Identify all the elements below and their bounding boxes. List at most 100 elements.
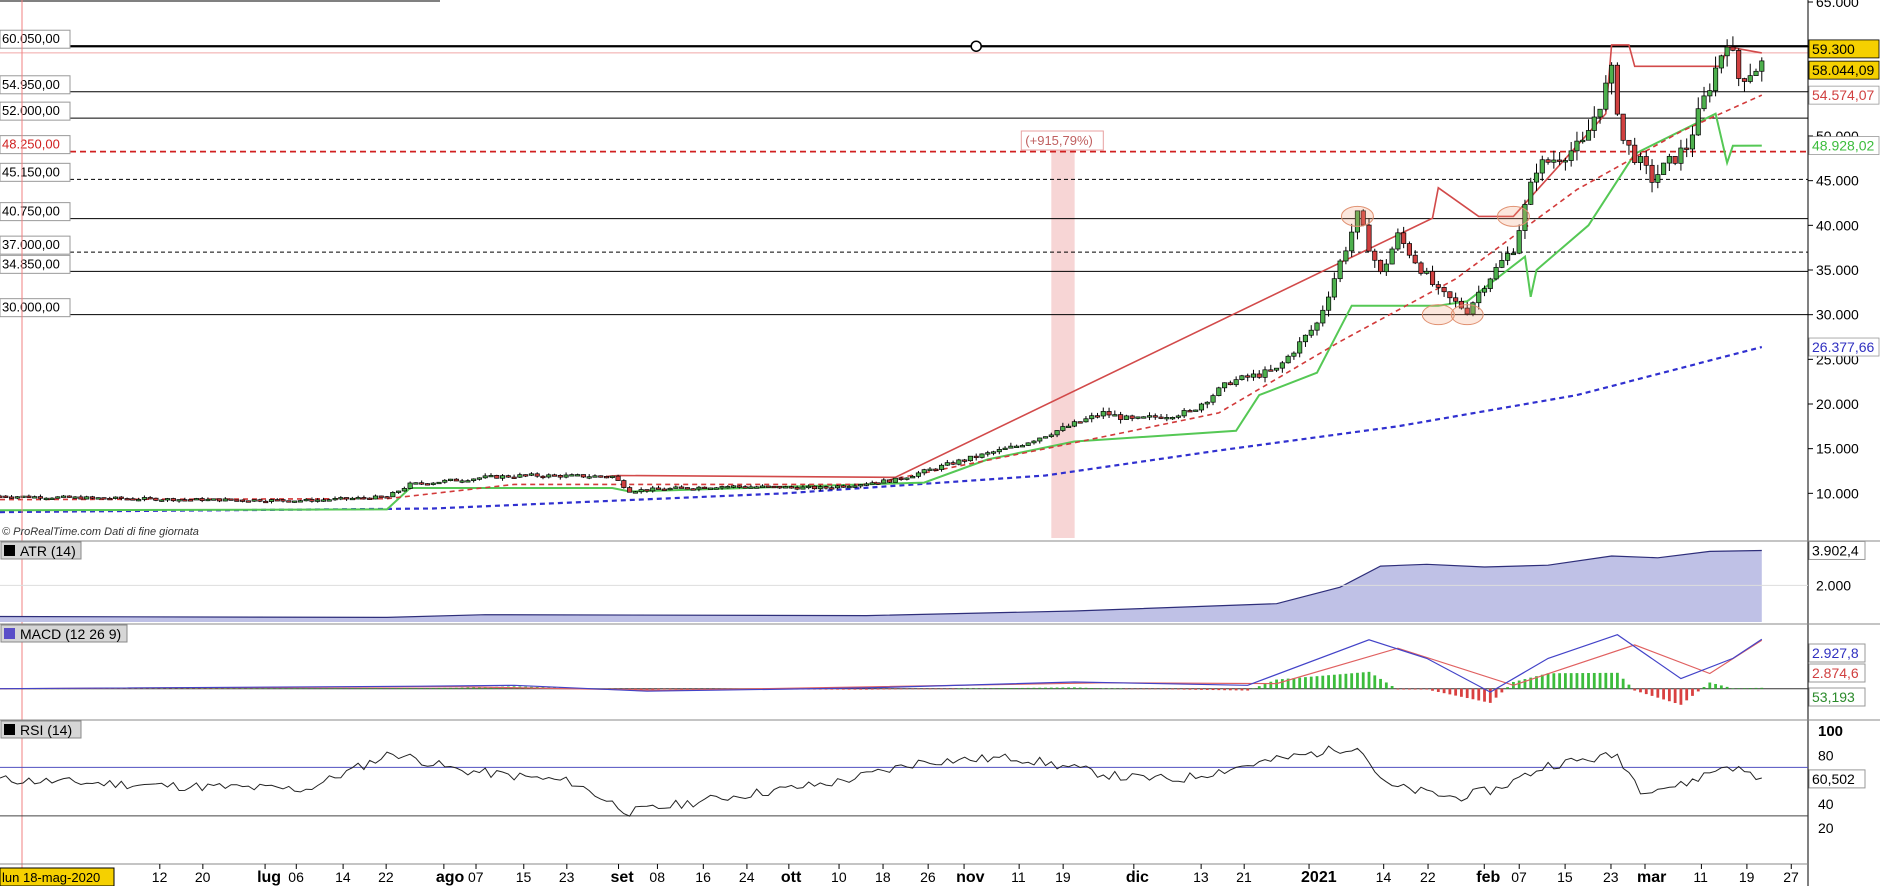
candle-body: [904, 477, 910, 480]
candle-body: [765, 485, 771, 488]
candle-body: [320, 499, 327, 502]
candle-body: [1429, 270, 1436, 285]
macd-histogram-bar: [1477, 688, 1481, 701]
macd-histogram-bar: [1350, 673, 1354, 689]
macd-histogram-bar: [1500, 688, 1504, 693]
candle-body: [777, 485, 783, 489]
price-level-label: 37.000,00: [2, 237, 60, 252]
macd-histogram-bar: [1124, 688, 1128, 690]
macd-histogram-bar: [1194, 688, 1198, 690]
atr-line: [0, 549, 1762, 619]
candle-body: [494, 474, 500, 479]
date-axis-label: 21: [1236, 869, 1252, 885]
macd-histogram-bar: [304, 688, 308, 689]
price-level-tag: 30.000,00: [0, 298, 71, 318]
macd-histogram-bar: [1338, 674, 1342, 689]
macd-histogram-bar: [703, 688, 707, 690]
date-axis-label: 16: [695, 869, 711, 885]
macd-histogram-bar: [374, 688, 377, 689]
candle-body: [973, 455, 979, 459]
price-level-tag: 37.000,00: [0, 235, 71, 255]
macd-histogram-bar: [1246, 688, 1250, 691]
price-level-tag-box: [0, 298, 71, 318]
macd-histogram-bar: [1101, 688, 1105, 689]
macd-histogram-bar: [1442, 688, 1446, 694]
price-level-label: 34.850,00: [2, 256, 60, 271]
candle-body: [1545, 159, 1551, 163]
candle-body: [1441, 287, 1447, 293]
macd-histogram-bar: [1038, 687, 1042, 689]
macd-histogram-bar: [454, 687, 458, 689]
candle-body: [1314, 322, 1320, 331]
date-axis-label: 26: [920, 869, 936, 885]
macd-histogram-bar: [362, 688, 366, 689]
macd-histogram-bar: [206, 688, 210, 689]
macd-histogram-bar: [478, 687, 481, 689]
candle-body: [950, 462, 956, 465]
macd-histogram-bar: [1656, 688, 1660, 698]
candle-body: [1308, 329, 1314, 336]
candle-body: [540, 475, 546, 479]
candle-body: [1337, 260, 1343, 280]
candle-body: [1158, 416, 1164, 419]
candle-body: [1487, 278, 1493, 289]
candle-body: [655, 487, 662, 490]
macd-histogram-bar: [1384, 682, 1388, 689]
candle-body: [147, 497, 153, 500]
macd-histogram-bar: [1419, 688, 1423, 690]
rsi-axis-label: 100: [1818, 723, 1843, 740]
candle-body: [1620, 113, 1626, 141]
candle-body: [679, 486, 685, 489]
date-axis-label: 22: [378, 869, 394, 885]
macd-histogram-bar: [870, 688, 874, 690]
macd-histogram-bar: [622, 688, 626, 690]
macd-histogram-bar: [327, 688, 331, 689]
macd-histogram-bar: [945, 688, 949, 690]
candle-body: [534, 473, 540, 477]
macd-histogram-bar: [662, 688, 666, 690]
candle-body: [967, 455, 973, 462]
price-axis: 10.00015.00020.00025.00030.00035.00040.0…: [1807, 0, 1880, 886]
candle-body: [1326, 296, 1332, 311]
rsi-line: [0, 745, 1762, 817]
macd-histogram-bar: [911, 688, 915, 690]
candle-body: [257, 499, 263, 502]
candle-body: [72, 496, 78, 499]
macd-histogram-bar: [171, 688, 175, 689]
candle-body: [1626, 139, 1632, 146]
price-level-tag: 52.000,00: [0, 101, 71, 121]
candle-body: [1499, 259, 1505, 268]
macd-line: [0, 634, 1763, 693]
right-value-tag: 54.574,07: [1808, 85, 1880, 105]
candle-body: [1366, 224, 1372, 252]
candle-body: [892, 477, 898, 483]
macd-histogram-bar: [628, 688, 632, 690]
candle-body: [1048, 434, 1054, 437]
candle-body: [557, 475, 563, 478]
candle-body: [1557, 159, 1563, 162]
candle-body: [14, 496, 20, 499]
candle-body: [1395, 232, 1401, 250]
price-panel: (+915,79%) 60.050,00 54.950,00 52.000,00 48.…: [0, 0, 1808, 886]
candle-body: [263, 500, 269, 504]
price-axis-label: 65.000: [1816, 0, 1859, 10]
candle-body: [280, 499, 286, 502]
candle-body: [1661, 162, 1667, 175]
macd-histogram-bar: [969, 688, 972, 690]
macd-histogram-bar: [1413, 688, 1417, 690]
candle-body: [1279, 362, 1285, 369]
macd-histogram-bar: [1454, 688, 1458, 696]
macd-histogram-bar: [241, 688, 245, 689]
candle-body: [1233, 379, 1239, 386]
candle-body: [528, 473, 534, 476]
price-level-tag-box: [0, 101, 71, 121]
candle-body: [1198, 403, 1205, 411]
candle-body: [1193, 409, 1199, 412]
candle-body: [771, 485, 777, 489]
macd-histogram-bar: [143, 688, 146, 689]
candle-body: [130, 498, 136, 501]
macd-histogram-bar: [235, 688, 239, 689]
macd-histogram-bar: [1569, 673, 1573, 689]
